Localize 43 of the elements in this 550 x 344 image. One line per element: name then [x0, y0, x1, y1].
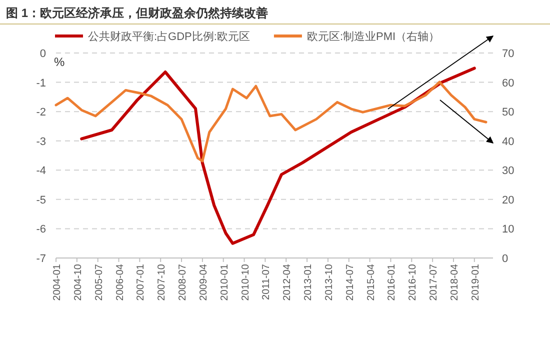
x-tick-label: 2008-07: [178, 264, 189, 301]
legend-label: 欧元区:制造业PMI（右轴）: [306, 30, 440, 43]
x-tick-label: 2013-01: [303, 264, 314, 301]
x-tick-label: 2004-10: [72, 264, 84, 301]
x-tick-label: 2016-01: [386, 264, 398, 301]
y-tick-label: -1: [36, 77, 46, 90]
x-tick-label: 2010-10: [240, 264, 252, 301]
line-series: [80, 66, 476, 245]
x-tick-label: 2014-07: [344, 264, 356, 301]
y-tick-label: -7: [36, 253, 46, 265]
x-tick-label: 2007-10: [156, 264, 168, 301]
x-tick-label: 2016-10: [408, 264, 419, 301]
line-series: [54, 80, 488, 162]
y2-tick-label: 60: [502, 77, 514, 90]
y2-tick-label: 70: [502, 48, 514, 60]
y2-tick-label: 50: [502, 106, 514, 119]
x-tick-label: 2006-04: [114, 264, 126, 301]
x-tick-label: 2013-10: [324, 264, 335, 301]
x-tick-label: 2007-01: [136, 264, 147, 301]
y-tick-label: -5: [36, 194, 46, 206]
x-tick-label: 2019-01: [470, 264, 482, 301]
y-axis-title: %: [54, 55, 65, 69]
x-tick-label: 2015-04: [366, 264, 377, 301]
y-tick-label: -6: [36, 224, 46, 236]
y-tick-label: -4: [36, 165, 46, 178]
x-tick-label: 2009-04: [198, 264, 210, 301]
x-tick-label: 2005-07: [94, 264, 105, 301]
y2-tick-label: 10: [502, 224, 514, 236]
x-tick-label: 2012-04: [282, 264, 294, 301]
y2-tick-label: 0: [502, 253, 508, 265]
y-tick-label: -3: [36, 136, 46, 148]
legend-label: 公共财政平衡:占GDP比例:欧元区: [88, 30, 250, 43]
x-tick-label: 2004-01: [52, 264, 63, 301]
x-tick-label: 2011-07: [261, 264, 272, 300]
y2-tick-label: 20: [502, 194, 514, 206]
y2-tick-label: 40: [502, 136, 514, 148]
y-tick-label: -2: [36, 106, 46, 119]
x-tick-label: 2018-04: [449, 264, 460, 301]
chart-title: 图 1：欧元区经济承压，但财政盈余仍然持续改善: [6, 6, 268, 20]
x-tick-label: 2010-01: [219, 264, 230, 301]
y-tick-label: 0: [40, 48, 46, 60]
x-tick-label: 2017-07: [428, 264, 440, 301]
y2-tick-label: 30: [502, 165, 514, 178]
